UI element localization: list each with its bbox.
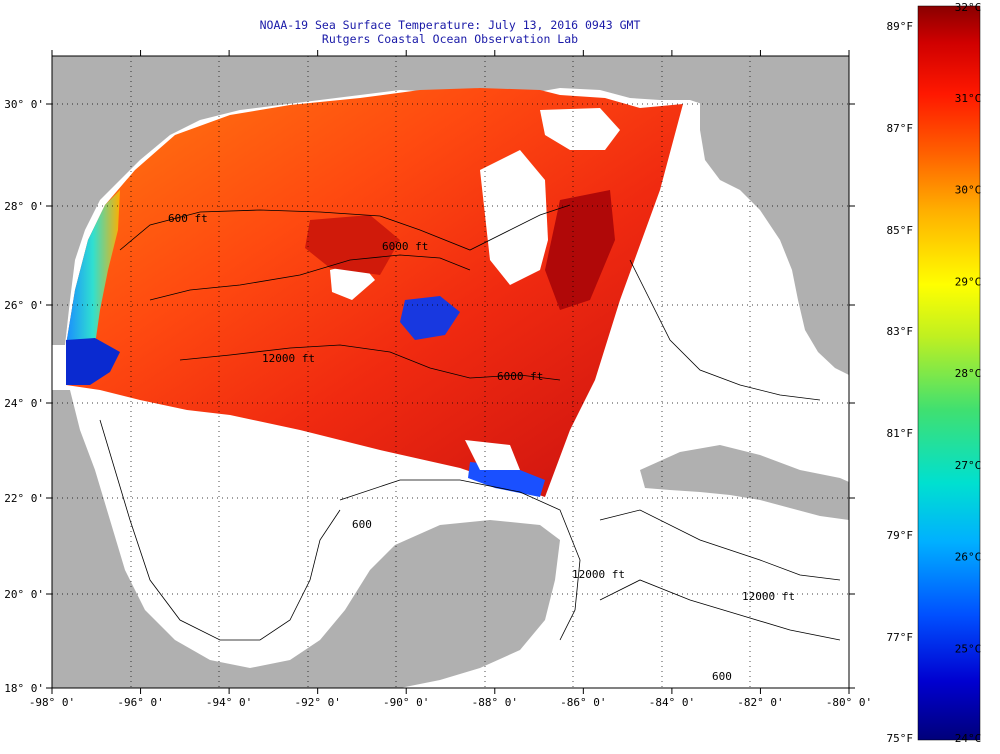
contour-label: 12000 ft xyxy=(742,590,795,603)
lat-tick-label: 26° 0' xyxy=(4,299,44,312)
colorbar-fahrenheit-label: 77°F xyxy=(887,631,914,644)
lon-tick-label: -94° 0' xyxy=(206,696,252,709)
lon-tick-label: -88° 0' xyxy=(472,696,518,709)
lon-tick-label: -98° 0' xyxy=(29,696,75,709)
colorbar-gradient xyxy=(917,5,981,741)
contour-florida-shelf xyxy=(629,259,821,401)
map-subtitle: Rutgers Coastal Ocean Observation Lab xyxy=(321,32,579,46)
colorbar-celsius-label: 26°C xyxy=(955,551,982,564)
land xyxy=(52,56,849,688)
map-title: NOAA-19 Sea Surface Temperature: July 13… xyxy=(259,18,641,32)
contour-label: 6000 ft xyxy=(382,240,428,253)
colorbar-celsius-label: 30°C xyxy=(955,184,982,197)
lat-tick-label: 22° 0' xyxy=(4,492,44,505)
colorbar-fahrenheit-label: 75°F xyxy=(887,732,914,745)
lat-tick-label: 28° 0' xyxy=(4,200,44,213)
land-florida xyxy=(700,56,849,375)
lat-tick-label: 24° 0' xyxy=(4,397,44,410)
sst-swath xyxy=(66,88,683,497)
colorbar-celsius-label: 25°C xyxy=(955,642,982,655)
colorbar-fahrenheit-label: 79°F xyxy=(887,529,914,542)
colorbar-celsius-label: 28°C xyxy=(955,367,982,380)
contour-label: 6000 ft xyxy=(497,370,543,383)
contour-caribbean xyxy=(599,509,841,581)
lon-tick-label: -84° 0' xyxy=(649,696,695,709)
contour-6000ft xyxy=(149,254,471,301)
contour-mexico-shelf xyxy=(99,419,341,641)
colorbar-celsius-label: 29°C xyxy=(955,275,982,288)
sst-warm-core xyxy=(545,190,615,310)
cloud-gap-2 xyxy=(540,108,620,150)
lon-tick-label: -82° 0' xyxy=(737,696,783,709)
contour-yucatan-shelf xyxy=(339,479,581,641)
longitude-axis: -98° 0' -96° 0' -94° 0' -92° 0' -90° 0' -88° … xyxy=(29,50,872,709)
lat-tick-label: 18° 0' xyxy=(4,682,44,695)
colorbar-celsius-labels: 32°C 31°C 30°C 29°C 28°C 27°C 26°C 25°C 24°C xyxy=(955,1,982,745)
contour-label: 600 xyxy=(712,670,732,683)
colorbar-fahrenheit-label: 87°F xyxy=(887,122,914,135)
contour-600ft xyxy=(119,204,571,251)
colorbar-fahrenheit-label: 83°F xyxy=(887,325,914,338)
contour-label: 12000 ft xyxy=(262,352,315,365)
colorbar-celsius-label: 32°C xyxy=(955,1,982,14)
sst-cold-patch-center xyxy=(400,296,460,340)
contour-labels: 600 ft 6000 ft 12000 ft 6000 ft 600 1200… xyxy=(168,212,795,683)
contour-label: 12000 ft xyxy=(572,568,625,581)
cloud-gap-4 xyxy=(465,440,520,470)
cloud-gap-1 xyxy=(480,150,548,285)
sst-coastal-band xyxy=(66,190,120,385)
colorbar-celsius-label: 31°C xyxy=(955,92,982,105)
graticule xyxy=(52,56,849,688)
lat-tick-label: 20° 0' xyxy=(4,588,44,601)
land-mexico xyxy=(52,390,560,688)
land-cuba xyxy=(640,445,849,520)
sst-cold-patch-south xyxy=(468,462,545,497)
contour-label: 600 ft xyxy=(168,212,208,225)
contour-label: 600 xyxy=(352,518,372,531)
lon-tick-label: -92° 0' xyxy=(294,696,340,709)
lon-tick-label: -86° 0' xyxy=(560,696,606,709)
sst-cold-patch-west xyxy=(66,338,120,385)
contour-caribbean-2 xyxy=(599,579,841,641)
lon-tick-label: -80° 0' xyxy=(826,696,872,709)
lon-tick-label: -90° 0' xyxy=(383,696,429,709)
latitude-axis: 30° 0' 28° 0' 26° 0' 24° 0' 22° 0' 20° 0' 18° … xyxy=(4,98,855,695)
colorbar-fahrenheit-label: 85°F xyxy=(887,224,914,237)
bathymetry-contours xyxy=(99,204,841,641)
lat-tick-label: 30° 0' xyxy=(4,98,44,111)
lon-tick-label: -96° 0' xyxy=(117,696,163,709)
colorbar-celsius-label: 27°C xyxy=(955,459,982,472)
colorbar-fahrenheit-label: 89°F xyxy=(887,20,914,33)
colorbar-celsius-label: 24°C xyxy=(955,732,982,745)
contour-12000ft xyxy=(179,344,561,381)
colorbar-fahrenheit-labels: 89°F 87°F 85°F 83°F 81°F 79°F 77°F 75°F xyxy=(887,20,914,745)
colorbar-fahrenheit-label: 81°F xyxy=(887,427,914,440)
sst-warm-core-2 xyxy=(305,215,400,275)
